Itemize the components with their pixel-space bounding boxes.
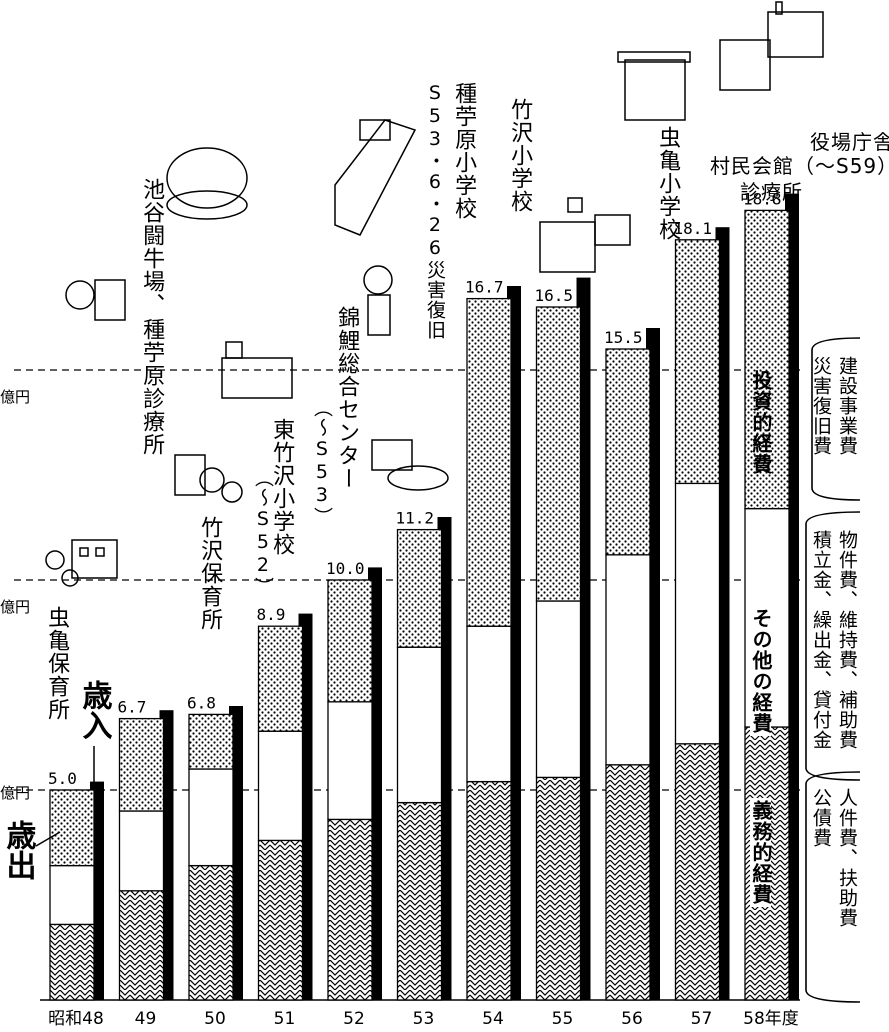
annotation-takezawa-sho: 竹沢小学校	[507, 98, 533, 213]
label-other: その他の経費	[749, 606, 773, 736]
legend-mandatory-detail1: 人件費、扶助費	[835, 788, 858, 928]
annotation-shinryojo: 診療所	[740, 180, 803, 204]
total-label-0: 5.0	[48, 769, 77, 788]
bar-other-2	[188, 768, 234, 867]
bar-other-5	[396, 646, 443, 804]
total-label-4: 10.0	[326, 559, 365, 578]
total-label-3: 8.9	[257, 605, 286, 624]
bar-other-3	[257, 730, 304, 842]
bar-other-1	[118, 810, 165, 892]
label-investment: 投資的経費	[749, 370, 773, 475]
gridline-label-15: 億円	[0, 388, 31, 406]
x-tick-label-1: 49	[135, 1009, 157, 1029]
bar-mandatory-8	[605, 764, 651, 1001]
annotation-takezawa-hoikusho: 竹沢保育所	[197, 516, 223, 631]
legend-mandatory-detail2: 公債費	[809, 788, 832, 848]
total-label-7: 16.5	[535, 286, 574, 305]
bar-investment-10	[744, 209, 790, 510]
annotation-tanesuhara-shinryojo: 種苧原診療所	[139, 318, 165, 456]
x-tick-label-8: 56	[621, 1009, 643, 1029]
bar-other-7	[535, 600, 582, 779]
annotation-higashi-takezawa-period: （〜S52）	[251, 468, 274, 597]
building-illustration-hoikusho	[45, 539, 118, 587]
building-illustration-togyujo	[65, 147, 248, 321]
bar-investment-3	[257, 625, 304, 732]
bar-investment-0	[49, 789, 95, 867]
bar-other-4	[327, 701, 373, 821]
x-tick-label-3: 51	[274, 1009, 296, 1029]
bar-other-9	[674, 482, 721, 745]
label-mandatory: 義務的経費	[749, 798, 773, 907]
x-tick-label-0: 昭和48	[48, 1009, 104, 1029]
bar-investment-6	[466, 297, 512, 627]
bar-mandatory-0	[49, 923, 95, 1001]
building-illustration-higashi-takezawa	[221, 341, 293, 399]
bar-other-6	[466, 625, 512, 783]
bar-investment-4	[327, 579, 373, 703]
bar-mandatory-6	[466, 780, 512, 1001]
bar-investment-5	[396, 528, 443, 648]
legend-other-detail2: 積立金、繰出金、貸付金	[809, 530, 832, 750]
total-label-8: 15.5	[604, 328, 643, 347]
gridline-label-5: 億円	[0, 784, 31, 802]
expenditure-label: 歳出	[0, 820, 36, 880]
annotation-tanesuhara-sho: 種苧原小学校	[451, 82, 477, 220]
bar-investment-1	[118, 717, 165, 812]
annotation-mushigame-hoikusho: 虫亀保育所	[44, 606, 70, 721]
total-label-10: 18.8	[743, 189, 782, 208]
building-illustration-mushigame-sho	[617, 51, 691, 121]
annotation-nishikigoi-period: （〜S53）	[310, 398, 333, 527]
x-tick-label-9: 57	[691, 1009, 713, 1029]
bar-mandatory-7	[535, 776, 582, 1001]
legend-other-detail1: 物件費、維持費、補助費	[835, 530, 858, 750]
gridline-label-10: 億円	[0, 598, 31, 616]
total-label-6: 16.7	[465, 278, 504, 297]
x-tick-label-5: 53	[413, 1009, 435, 1029]
total-label-2: 6.8	[187, 693, 216, 712]
total-label-9: 18.1	[674, 219, 713, 238]
value-labels: 5.0 昭和48 6.7 49 6.8 50 8.9 51 10.0 52 11.2 53 16.7 54…	[48, 189, 799, 1029]
bar-investment-7	[535, 306, 582, 602]
x-tick-label-6: 54	[482, 1009, 504, 1029]
annotation-saigai-fukkyu: S53・6・26災害復旧	[423, 82, 446, 340]
legend-investment-detail2: 災害復旧費	[809, 356, 832, 456]
annotation-ikedani-togyujo: 池谷闘牛場、	[139, 178, 165, 316]
illustrations-group	[45, 1, 824, 587]
bars	[49, 193, 799, 1001]
bar-mandatory-5	[396, 801, 443, 1001]
building-illustration-tanesuhara	[334, 119, 417, 336]
x-tick-label-4: 52	[343, 1009, 365, 1029]
annotation-nishikigoi-center: 錦鯉総合センター	[334, 306, 360, 490]
x-tick-label-7: 55	[552, 1009, 574, 1029]
bar-other-8	[605, 554, 651, 766]
bar-mandatory-4	[327, 818, 373, 1001]
building-illustration-nishikigoi	[371, 439, 449, 491]
building-illustration-takezawa-hoiku	[174, 454, 243, 503]
bar-mandatory-2	[188, 864, 234, 1001]
bar-mandatory-3	[257, 839, 304, 1001]
revenue-label: 歳入	[76, 680, 112, 740]
total-label-1: 6.7	[118, 698, 147, 717]
legend-investment-detail1: 建設事業費	[835, 356, 858, 456]
bar-investment-8	[605, 348, 651, 556]
annotation-yakuba: 役場庁舎	[810, 130, 889, 154]
bar-mandatory-1	[118, 890, 165, 1001]
annotation-higashi-takezawa-sho: 東竹沢小学校	[269, 418, 295, 556]
bar-investment-9	[674, 239, 721, 485]
bar-mandatory-9	[674, 743, 721, 1001]
total-label-5: 11.2	[396, 509, 435, 528]
building-illustration-yakuba	[719, 1, 824, 91]
x-tick-label-10: 58年度	[743, 1009, 799, 1029]
x-tick-label-2: 50	[204, 1009, 226, 1029]
bar-other-0	[49, 864, 95, 926]
building-illustration-takezawa-sho	[539, 197, 631, 273]
bar-investment-2	[188, 713, 234, 770]
annotation-mushigame-sho: 虫亀小学校	[655, 126, 681, 241]
annotation-sonmin-kaikan: 村民会館（〜S59）	[710, 154, 889, 178]
